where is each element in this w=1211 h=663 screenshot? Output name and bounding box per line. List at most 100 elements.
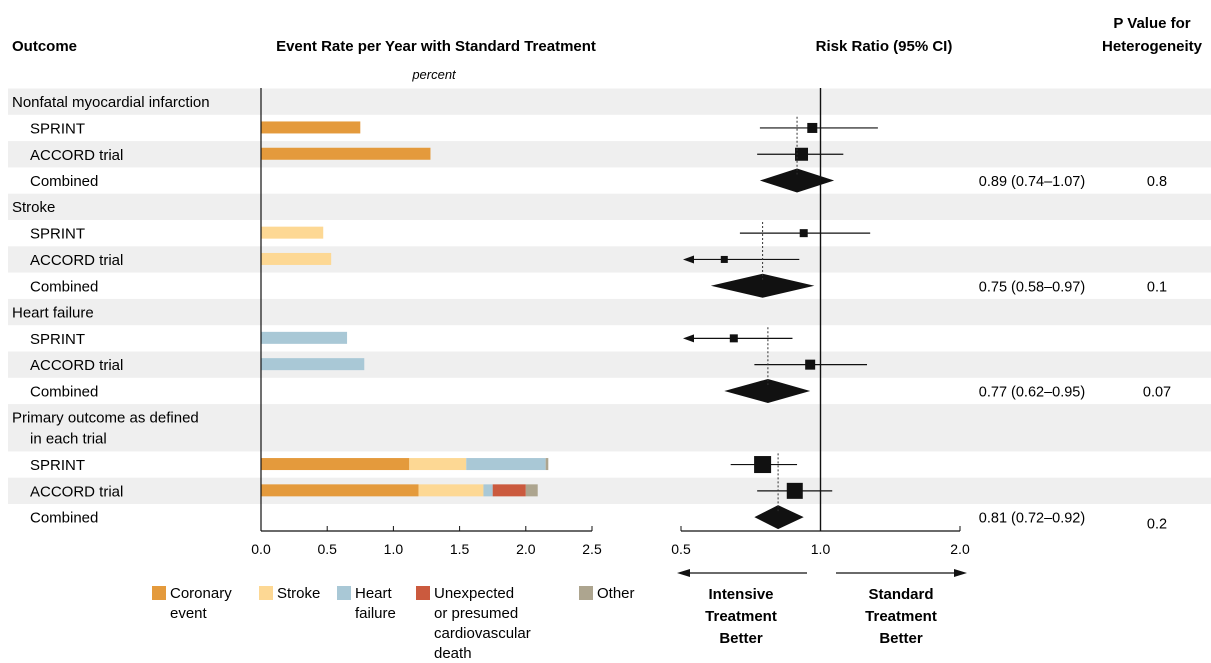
- event-rate-bar-chart: 0.0 0.5 1.0 1.5 2.0 2.5: [251, 88, 602, 557]
- row-label: Combined: [30, 173, 98, 190]
- group-label-2: Heart failure: [12, 304, 94, 321]
- p-value-text: 0.1: [1147, 279, 1167, 295]
- p-value-header-line1: P Value for: [1113, 15, 1190, 32]
- bar-x-tick-label: 1.5: [450, 541, 470, 557]
- risk-ratio-text: 0.89 (0.74–1.07): [979, 174, 1085, 190]
- legend-swatch-cv_death: [416, 586, 430, 600]
- legend-label-other: Other: [597, 585, 635, 602]
- event-rate-header: Event Rate per Year with Standard Treatm…: [276, 38, 596, 55]
- legend-label-cv_death: or presumed: [434, 605, 518, 622]
- point-estimate-square: [799, 229, 808, 238]
- forest-x-tick-label: 2.0: [950, 541, 970, 557]
- legend-swatch-coronary: [152, 586, 166, 600]
- point-estimate-square: [720, 255, 728, 263]
- outcome-header: Outcome: [12, 38, 77, 55]
- row-band: [8, 246, 1211, 273]
- row-label: SPRINT: [30, 120, 85, 137]
- bar-stroke: [261, 252, 332, 265]
- row-label: ACCORD trial: [30, 357, 123, 374]
- legend-swatch-heart_failure: [337, 586, 351, 600]
- bar-other: [525, 484, 538, 497]
- bar-other: [545, 458, 549, 471]
- row-band: [8, 404, 1211, 452]
- p-value-text: 0.07: [1143, 384, 1171, 400]
- combined-diamond: [754, 505, 804, 530]
- combined-diamond: [724, 378, 811, 403]
- bar-stroke: [409, 458, 467, 471]
- row-label: Combined: [30, 383, 98, 400]
- bar-heart_failure: [466, 458, 546, 471]
- bar-x-tick-label: 0.0: [251, 541, 271, 557]
- intensive-better-label: Intensive: [708, 586, 773, 603]
- risk-ratio-text: 0.77 (0.62–0.95): [979, 384, 1085, 400]
- row-band: [8, 193, 1211, 220]
- row-label: ACCORD trial: [30, 483, 123, 500]
- bar-heart_failure: [261, 331, 348, 344]
- point-estimate-square: [805, 359, 816, 370]
- risk-ratio-text: 0.81 (0.72–0.92): [979, 511, 1085, 527]
- intensive-arrow-head: [677, 569, 690, 577]
- row-labels: Nonfatal myocardial infarction SPRINT ACCO…: [12, 94, 210, 527]
- row-bands: [8, 88, 1211, 504]
- row-label: SPRINT: [30, 457, 85, 474]
- legend-label-coronary: Coronary: [170, 585, 232, 602]
- p-value-header-line2: Heterogeneity: [1102, 38, 1203, 55]
- standard-better-label: Better: [879, 630, 923, 647]
- bar-heart_failure: [261, 358, 365, 371]
- legend-label-cv_death: Unexpected: [434, 585, 514, 602]
- legend-label-stroke: Stroke: [277, 585, 320, 602]
- bar-stroke: [418, 484, 484, 497]
- ci-arrow-left: [683, 334, 694, 343]
- point-estimate-square: [795, 147, 809, 161]
- row-label: ACCORD trial: [30, 252, 123, 269]
- point-estimate-square: [786, 482, 803, 499]
- group-label-3: Primary outcome as defined: [12, 410, 199, 427]
- standard-better-label: Standard: [868, 586, 933, 603]
- legend-label-cv_death: cardiovascular: [434, 625, 531, 642]
- standard-arrow-head: [954, 569, 967, 577]
- risk-ratio-header: Risk Ratio (95% CI): [816, 38, 953, 55]
- row-band: [8, 88, 1211, 115]
- legend-label-heart_failure: failure: [355, 605, 396, 622]
- risk-ratio-values: 0.89 (0.74–1.07) 0.8 0.75 (0.58–0.97) 0.1 0.…: [979, 174, 1171, 533]
- point-estimate-square: [729, 334, 738, 343]
- intensive-better-label: Better: [719, 630, 763, 647]
- group-label-3: in each trial: [30, 431, 107, 448]
- standard-better-label: Treatment: [865, 608, 937, 625]
- bar-coronary: [261, 121, 361, 134]
- combined-diamond: [759, 168, 835, 193]
- row-label: SPRINT: [30, 331, 85, 348]
- bar-heart_failure: [483, 484, 493, 497]
- risk-ratio-text: 0.75 (0.58–0.97): [979, 279, 1085, 295]
- point-estimate-square: [754, 456, 772, 474]
- p-value-text: 0.8: [1147, 174, 1167, 190]
- bar-stroke: [261, 226, 324, 239]
- bar-coronary: [261, 458, 410, 471]
- bar-cv_death: [492, 484, 526, 497]
- bar-x-tick-label: 2.5: [582, 541, 602, 557]
- bar-x-tick-label: 2.0: [516, 541, 536, 557]
- risk-ratio-forest-plot: 0.5 1.0 2.0 Intensive Treatment Better Standar…: [671, 88, 970, 647]
- event-rate-unit: percent: [411, 67, 457, 82]
- row-band: [8, 351, 1211, 378]
- row-label: Combined: [30, 278, 98, 295]
- combined-diamond: [710, 273, 815, 298]
- forest-x-tick-label: 0.5: [671, 541, 691, 557]
- p-value-text: 0.2: [1147, 517, 1167, 533]
- row-label: Combined: [30, 510, 98, 527]
- bar-legend: Coronary event Stroke Heart failure Unexpecte…: [152, 585, 635, 662]
- bar-coronary: [261, 484, 419, 497]
- row-label: SPRINT: [30, 226, 85, 243]
- point-estimate-square: [807, 122, 818, 133]
- ci-arrow-left: [683, 255, 694, 264]
- legend-swatch-stroke: [259, 586, 273, 600]
- row-band: [8, 477, 1211, 504]
- group-label-0: Nonfatal myocardial infarction: [12, 94, 210, 111]
- legend-label-coronary: event: [170, 605, 208, 622]
- forest-x-tick-label: 1.0: [811, 541, 831, 557]
- intensive-better-label: Treatment: [705, 608, 777, 625]
- legend-label-heart_failure: Heart: [355, 585, 393, 602]
- legend-label-cv_death: death: [434, 645, 472, 662]
- row-label: ACCORD trial: [30, 147, 123, 164]
